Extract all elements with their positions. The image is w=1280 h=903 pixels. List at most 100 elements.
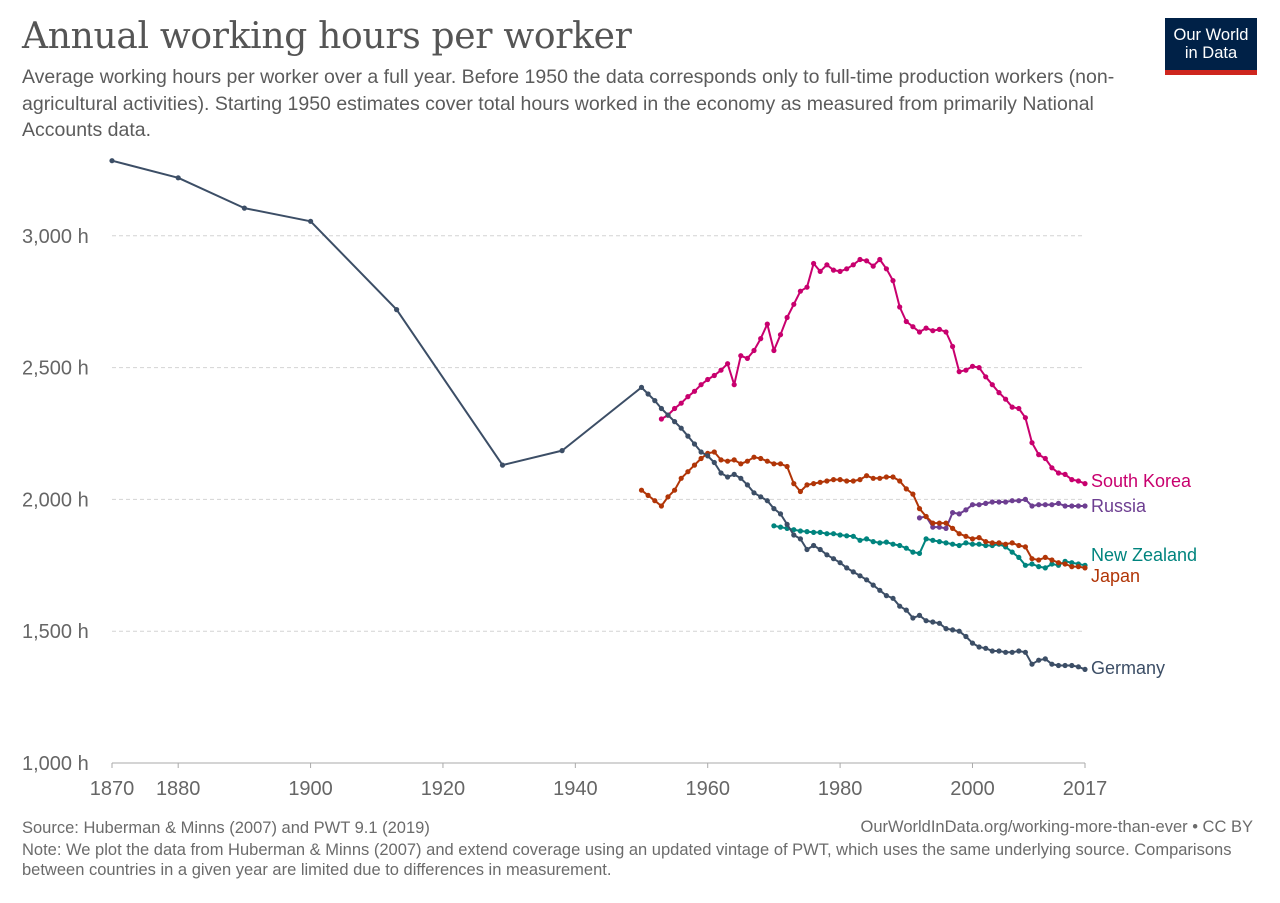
data-point: [705, 376, 711, 383]
data-point: [903, 318, 909, 325]
data-point: [764, 321, 770, 327]
x-tick-label: 1980: [818, 778, 863, 800]
data-point: [645, 391, 651, 397]
data-point: [883, 474, 890, 480]
series-label: Japan: [1091, 566, 1140, 586]
data-point: [109, 158, 115, 164]
data-point: [936, 326, 943, 332]
x-tick-label: 2000: [950, 778, 995, 800]
data-point: [870, 582, 876, 588]
series-line: [660, 258, 1086, 485]
data-point: [850, 533, 856, 539]
series-new-zealand: New Zealand: [771, 523, 1197, 571]
data-point: [738, 353, 744, 359]
data-point: [1049, 465, 1055, 471]
data-point: [685, 433, 691, 439]
data-point: [658, 503, 665, 509]
data-point: [764, 498, 770, 504]
data-point: [883, 593, 890, 599]
data-point: [751, 490, 757, 496]
series-label: Russia: [1091, 496, 1147, 516]
data-point: [1042, 502, 1048, 508]
data-point: [751, 454, 757, 460]
source-url-link[interactable]: OurWorldInData.org/working-more-than-eve…: [860, 818, 1253, 836]
data-point: [1022, 649, 1028, 655]
data-point: [916, 329, 923, 335]
data-point: [308, 218, 314, 224]
data-point: [771, 347, 777, 354]
data-point: [1036, 657, 1042, 663]
data-point: [956, 369, 962, 375]
data-point: [791, 301, 797, 307]
data-point: [830, 477, 837, 483]
data-point: [1022, 562, 1028, 568]
data-point: [1003, 499, 1009, 505]
data-point: [1042, 565, 1048, 571]
chart-subtitle: Average working hours per worker over a …: [22, 66, 1115, 141]
data-point: [1016, 554, 1022, 561]
data-point: [864, 577, 870, 583]
data-point: [698, 455, 704, 462]
data-point: [1055, 500, 1062, 506]
data-point: [877, 475, 883, 481]
data-point: [1082, 565, 1088, 571]
series-south-korea: South Korea: [658, 256, 1192, 491]
data-point: [910, 615, 916, 621]
data-point: [930, 619, 936, 625]
data-point: [956, 531, 962, 537]
data-point: [1069, 564, 1075, 570]
data-point: [811, 542, 817, 549]
data-point: [698, 449, 704, 455]
data-point: [969, 363, 976, 369]
data-point: [956, 511, 962, 517]
data-point: [791, 532, 797, 538]
data-point: [725, 458, 731, 464]
data-point: [903, 486, 909, 492]
data-point: [950, 627, 956, 633]
data-point: [817, 529, 823, 536]
data-point: [672, 405, 678, 412]
data-point: [1003, 541, 1009, 547]
data-point: [1055, 560, 1062, 566]
data-point: [943, 520, 949, 526]
data-point: [936, 520, 943, 526]
data-point: [638, 384, 645, 390]
data-point: [1062, 471, 1068, 477]
data-point: [1042, 455, 1048, 462]
data-point: [1042, 656, 1048, 662]
data-point: [1029, 661, 1035, 667]
data-point: [685, 394, 691, 400]
data-point: [638, 487, 645, 493]
data-point: [837, 268, 843, 274]
chart-title: Annual working hours per worker: [22, 16, 632, 57]
data-point: [963, 507, 969, 513]
data-point: [725, 474, 731, 480]
data-point: [1069, 477, 1075, 483]
data-point: [731, 382, 737, 388]
data-point: [883, 266, 890, 272]
data-point: [672, 419, 678, 425]
data-point: [658, 405, 665, 412]
data-point: [1009, 649, 1015, 655]
footer-note: Note: We plot the data from Huberman & M…: [22, 841, 1232, 879]
data-point: [976, 535, 982, 541]
data-point: [1003, 649, 1009, 655]
data-point: [923, 536, 929, 542]
owid-logo[interactable]: Our World in Data: [1165, 18, 1257, 75]
data-point: [738, 475, 744, 481]
data-point: [996, 499, 1002, 505]
data-point: [705, 453, 711, 459]
data-point: [969, 640, 976, 646]
data-point: [930, 537, 936, 543]
logo-line-2: in Data: [1184, 44, 1238, 62]
data-point: [711, 459, 717, 466]
data-point: [1049, 502, 1055, 508]
data-point: [989, 382, 995, 388]
y-tick-label: 2,000 h: [22, 489, 89, 511]
data-point: [1042, 554, 1048, 561]
data-point: [936, 524, 943, 530]
data-point: [1009, 404, 1015, 410]
data-point: [1016, 498, 1022, 504]
series-line: [640, 451, 1086, 569]
data-point: [910, 324, 916, 330]
